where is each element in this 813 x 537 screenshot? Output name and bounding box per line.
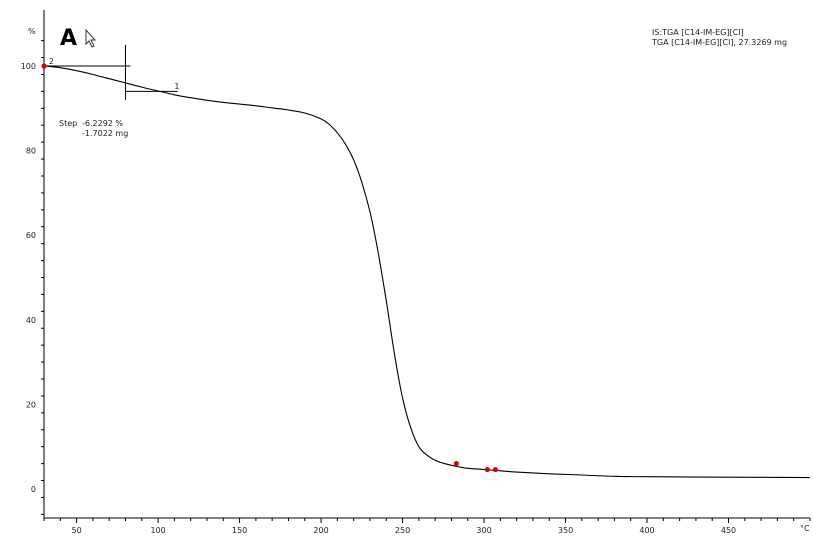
y-tick-label: 100 [21,62,36,71]
x-unit-label: °C [800,524,810,533]
legend-line-1: IS:TGA [C14-IM-EG][Cl] [652,28,744,37]
step-percent: -6.2292 % [82,119,123,128]
x-tick-label: 450 [721,526,736,535]
marker-layer [41,63,499,473]
y-tick-label: 80 [26,147,36,156]
tga-curve [43,65,811,479]
panel-label: A [60,26,77,51]
step-marker-labels: 21 [49,57,180,91]
x-tick-label: 250 [395,526,410,535]
series-layer [43,65,811,479]
x-tick-label: 300 [476,526,491,535]
red-marker [492,466,499,473]
x-tick-label: 100 [150,526,165,535]
y-tick-label: 60 [26,231,36,240]
y-tick-label: 40 [26,316,36,325]
legend-line-2: TGA [C14-IM-EG][Cl], 27.3269 mg [651,38,787,47]
red-marker [484,466,490,473]
y-tick-label: 0 [31,485,36,494]
red-marker [453,461,459,467]
x-tick-label: 200 [313,526,328,535]
step-marker-label-2: 2 [49,57,54,66]
red-marker [41,63,47,69]
x-tick-label: 400 [639,526,654,535]
cursor-icon [85,28,97,48]
step-lines [44,44,178,100]
y-tick-label: 20 [26,400,36,409]
step-mass: -1.7022 mg [82,129,128,138]
x-tick-label: 50 [72,526,82,535]
step-marker-label-1: 1 [174,82,179,91]
x-tick-label: 150 [232,526,247,535]
step-label: Step [59,119,77,128]
x-tick-label: 350 [558,526,573,535]
axes: 0 20 40 60 80 100 50 100 150 200 250 300 350 400 450 [21,10,811,535]
y-unit-label: % [28,27,36,36]
